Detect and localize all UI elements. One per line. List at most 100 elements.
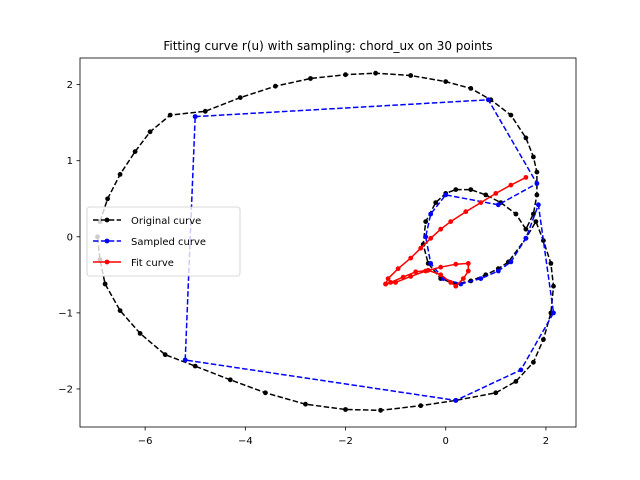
data-point: [531, 211, 536, 217]
x-tick-label: −6: [138, 436, 153, 447]
data-point: [541, 337, 546, 342]
x-tick-label: 0: [443, 436, 449, 447]
data-point: [117, 308, 123, 313]
y-tick-label: −1: [58, 308, 73, 319]
legend-item: Original curve: [93, 216, 201, 227]
data-point: [453, 187, 459, 193]
data-point: [508, 259, 514, 265]
data-point: [534, 181, 540, 186]
data-point: [453, 283, 459, 289]
data-point: [408, 255, 414, 261]
data-point: [428, 235, 434, 241]
data-point: [132, 149, 138, 155]
data-point: [493, 191, 499, 196]
data-point: [418, 245, 424, 251]
data-point: [378, 407, 383, 413]
y-tick-label: 2: [67, 80, 73, 91]
data-point: [523, 175, 529, 180]
data-point: [433, 200, 439, 206]
data-point: [137, 331, 143, 336]
y-tick-label: −2: [58, 384, 73, 395]
data-point: [438, 272, 444, 278]
axes-frame: [79, 57, 577, 428]
data-point: [423, 219, 429, 225]
data-point: [468, 86, 474, 91]
data-point: [460, 276, 466, 281]
data-point: [531, 154, 536, 160]
chart-title: Fitting curve r(u) with sampling: chord_…: [163, 39, 492, 53]
data-point: [465, 268, 471, 274]
data-point: [508, 112, 514, 118]
data-point: [343, 407, 348, 412]
data-point: [465, 261, 471, 266]
data-point: [388, 280, 393, 285]
data-point: [453, 398, 459, 403]
legend-box: [86, 206, 241, 277]
data-point: [423, 234, 429, 240]
x-tick-label: −4: [238, 436, 253, 447]
data-point: [513, 211, 519, 217]
data-point: [478, 200, 484, 206]
y-tick-label: 0: [67, 232, 73, 243]
data-point: [513, 379, 519, 384]
series-sampled-curve: [182, 97, 556, 403]
data-point: [408, 274, 414, 279]
legend-item: Sampled curve: [93, 237, 206, 248]
data-point: [531, 359, 536, 365]
data-point: [483, 192, 489, 198]
axes: −6 −4 −2 0 2 −2 −1 0 1 2: [58, 57, 577, 447]
data-point: [385, 276, 391, 281]
data-point: [192, 363, 198, 369]
data-point: [468, 187, 474, 193]
data-point: [413, 269, 419, 275]
data-point: [523, 226, 529, 232]
data-point: [400, 274, 406, 280]
data-point: [448, 219, 454, 225]
data-point: [393, 280, 398, 285]
legend: Original curve Sampled curve Fit curve: [86, 206, 241, 277]
data-point: [443, 79, 449, 84]
data-point: [237, 95, 243, 100]
data-point: [420, 242, 426, 247]
data-point: [192, 114, 198, 119]
data-point: [463, 209, 469, 215]
data-point: [162, 352, 168, 358]
data-point: [182, 357, 188, 363]
data-point: [102, 281, 108, 287]
legend-item: Fit curve: [93, 258, 174, 269]
data-point: [428, 211, 434, 217]
data-point: [438, 264, 444, 270]
data-point: [551, 283, 556, 289]
data-point: [343, 72, 348, 78]
data-point: [227, 377, 233, 383]
series-line: [184, 99, 555, 402]
legend-label: Fit curve: [131, 258, 174, 269]
legend-swatch-marker: [104, 217, 110, 223]
legend-label: Sampled curve: [131, 237, 206, 248]
data-point: [395, 266, 401, 272]
data-point: [523, 135, 529, 141]
data-point: [478, 276, 484, 281]
legend-swatch-marker: [104, 259, 110, 265]
data-point: [551, 310, 556, 316]
legend-swatch-marker: [104, 238, 110, 244]
data-point: [438, 226, 444, 232]
data-point: [534, 169, 540, 175]
data-point: [408, 73, 414, 78]
data-point: [533, 219, 539, 225]
data-point: [453, 261, 459, 267]
data-point: [518, 367, 524, 373]
data-point: [418, 403, 424, 409]
data-point: [425, 267, 431, 273]
data-point: [202, 108, 208, 114]
data-point: [495, 202, 501, 208]
data-point: [105, 196, 110, 202]
x-tick-label: −2: [338, 436, 353, 447]
data-point: [147, 129, 153, 135]
data-point: [485, 97, 491, 103]
data-point: [117, 172, 123, 177]
data-point: [308, 76, 313, 81]
data-point: [548, 261, 554, 266]
data-point: [303, 401, 308, 407]
